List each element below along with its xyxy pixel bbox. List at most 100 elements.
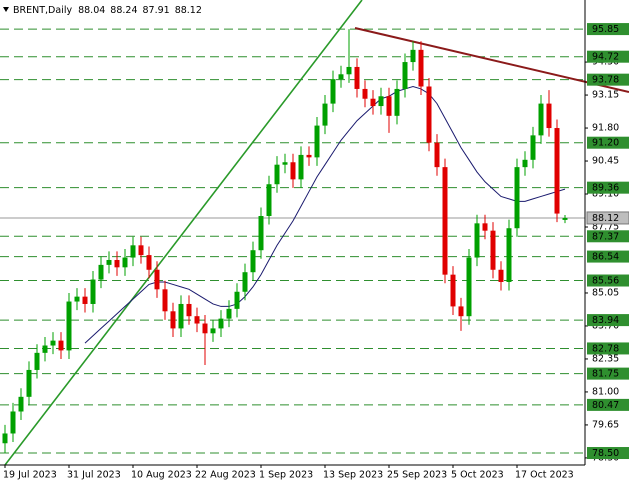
- candle-body: [362, 88, 368, 99]
- level-label: 87.37: [592, 231, 619, 242]
- candle-body: [442, 167, 448, 275]
- candle-body: [402, 62, 408, 89]
- candle-body: [330, 79, 336, 104]
- level-label-box: [587, 447, 629, 460]
- x-tick-label: 25 Sep 2023: [387, 470, 447, 481]
- candle-body: [50, 340, 56, 346]
- x-tick-label: 1 Sep 2023: [259, 470, 313, 481]
- candle-body: [426, 86, 432, 143]
- candle-body: [338, 74, 344, 80]
- level-label: 82.78: [592, 343, 619, 354]
- open-value: 88.04: [78, 5, 105, 16]
- level-label: 93.78: [592, 75, 619, 86]
- y-tick-label: 85.05: [592, 287, 619, 298]
- current-price-box: [586, 211, 629, 225]
- candle-body: [98, 264, 104, 280]
- candle-body: [138, 245, 144, 256]
- candle-body: [154, 269, 160, 290]
- level-label: 85.56: [592, 276, 619, 287]
- candle-body: [474, 223, 480, 258]
- level-label-box: [587, 398, 629, 411]
- candle-body: [466, 257, 472, 317]
- y-tick-label: 79.65: [592, 419, 619, 430]
- symbol: BRENT,Daily: [13, 5, 72, 16]
- candle-body: [554, 128, 560, 214]
- candle-body: [234, 291, 240, 309]
- menu-arrow: [3, 7, 9, 12]
- level-label: 89.36: [592, 183, 619, 194]
- candle-body: [322, 103, 328, 126]
- candle-body: [514, 167, 520, 229]
- resistance-line: [354, 27, 629, 93]
- candle-body: [42, 345, 48, 353]
- candle-body: [18, 396, 24, 412]
- high-value: 88.24: [110, 5, 137, 16]
- x-tick-label: 13 Sep 2023: [323, 470, 383, 481]
- candle-body: [90, 279, 96, 304]
- candle-body: [394, 88, 400, 116]
- candle-body: [266, 184, 272, 217]
- candle-body: [226, 308, 232, 319]
- level-label: 81.75: [592, 369, 619, 380]
- candle-body: [562, 217, 568, 220]
- candle-body: [170, 311, 176, 329]
- candle-body: [434, 142, 440, 168]
- trend-line: [4, 0, 363, 466]
- x-tick-label: 5 Oct 2023: [451, 470, 504, 481]
- candle-body: [418, 49, 424, 87]
- level-label: 95.85: [592, 24, 619, 35]
- x-tick-label: 22 Aug 2023: [195, 470, 256, 481]
- chart-header: BRENT,Daily 88.04 88.24 87.91 88.12: [13, 5, 202, 16]
- level-label-box: [587, 342, 629, 355]
- candle-body: [530, 135, 536, 160]
- candle-body: [210, 328, 216, 334]
- candle-body: [122, 257, 128, 268]
- candle-body: [378, 96, 384, 107]
- candle-body: [34, 352, 40, 370]
- candle-body: [290, 162, 296, 180]
- candle-body: [146, 255, 152, 270]
- candle-body: [202, 323, 208, 334]
- y-tick-label: 82.35: [592, 353, 619, 364]
- candle-body: [410, 49, 416, 63]
- candle-body: [10, 411, 16, 434]
- candle-body: [66, 301, 72, 351]
- current-price-label: 88.12: [592, 213, 619, 224]
- x-tick-label: 19 Jul 2023: [3, 470, 57, 481]
- candle-body: [218, 318, 224, 329]
- candle-body: [282, 162, 288, 165]
- candle-body: [250, 250, 256, 273]
- candle-body: [242, 272, 248, 292]
- y-tick-label: 87.75: [592, 222, 619, 233]
- level-label-box: [587, 230, 629, 243]
- candles: [2, 29, 568, 454]
- level-label-box: [587, 367, 629, 380]
- level-label: 94.72: [592, 52, 619, 63]
- candle-body: [258, 216, 264, 251]
- candle-body: [506, 228, 512, 282]
- candle-body: [130, 245, 136, 258]
- low-value: 87.91: [143, 5, 170, 16]
- close-value: 88.12: [175, 5, 202, 16]
- x-tick-label: 17 Oct 2023: [515, 470, 574, 481]
- level-label-box: [587, 23, 629, 36]
- x-tick-label: 31 Jul 2023: [67, 470, 121, 481]
- axis-labels: 94.5093.1591.8090.4589.1087.7585.0583.70…: [3, 23, 629, 481]
- candle-body: [186, 303, 192, 317]
- level-label-box: [587, 274, 629, 287]
- level-label-box: [587, 73, 629, 86]
- candle-body: [58, 340, 64, 351]
- level-label-box: [587, 136, 629, 149]
- y-tick-label: 89.10: [592, 189, 619, 200]
- candle-body: [450, 274, 456, 307]
- candle-body: [522, 159, 528, 168]
- level-label: 80.47: [592, 400, 619, 411]
- levels: [0, 28, 585, 454]
- candle-body: [114, 259, 120, 268]
- candle-body: [538, 103, 544, 136]
- candle-body: [354, 66, 360, 89]
- candle-body: [306, 154, 312, 158]
- candle-body: [314, 125, 320, 158]
